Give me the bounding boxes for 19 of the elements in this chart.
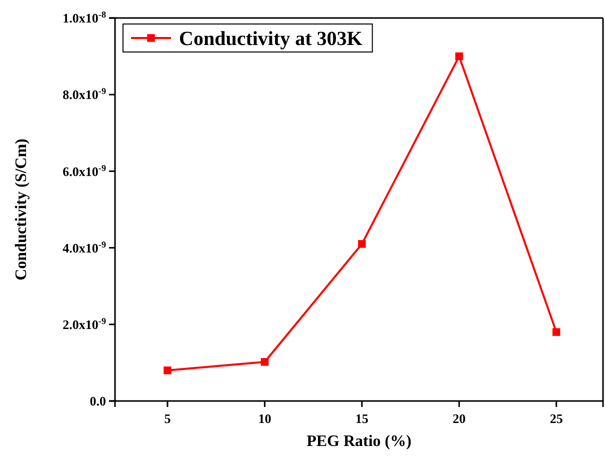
x-axis-title: PEG Ratio (%) [306,433,412,450]
y-tick-label: 8.0x10$^{-9}$ [62,86,106,102]
point [260,358,269,366]
x-tick-label: 10 [258,411,272,426]
y-tick-label: 1.0x10$^{-8}$ [62,10,106,26]
x-tick-label: 20 [452,411,466,426]
legend-label: Conductivity at 303K [179,28,363,50]
y-tick-label: 4.0x10$^{-9}$ [62,239,106,256]
y-tick-label: 0.0 [90,394,106,409]
point [358,240,366,248]
x-tick-label: 25 [550,411,564,426]
x-tick-label: 15 [355,411,369,426]
y-axis-title: Conductivity (S/Cm) [13,138,30,280]
x-tick-label: 5 [164,411,172,426]
y-tick-label: 2.0x10$^{-9}$ [62,316,106,332]
point [552,328,560,336]
point [164,366,172,374]
y-tick-label: 6.0x10$^{-9}$ [62,162,106,179]
point [455,52,463,60]
